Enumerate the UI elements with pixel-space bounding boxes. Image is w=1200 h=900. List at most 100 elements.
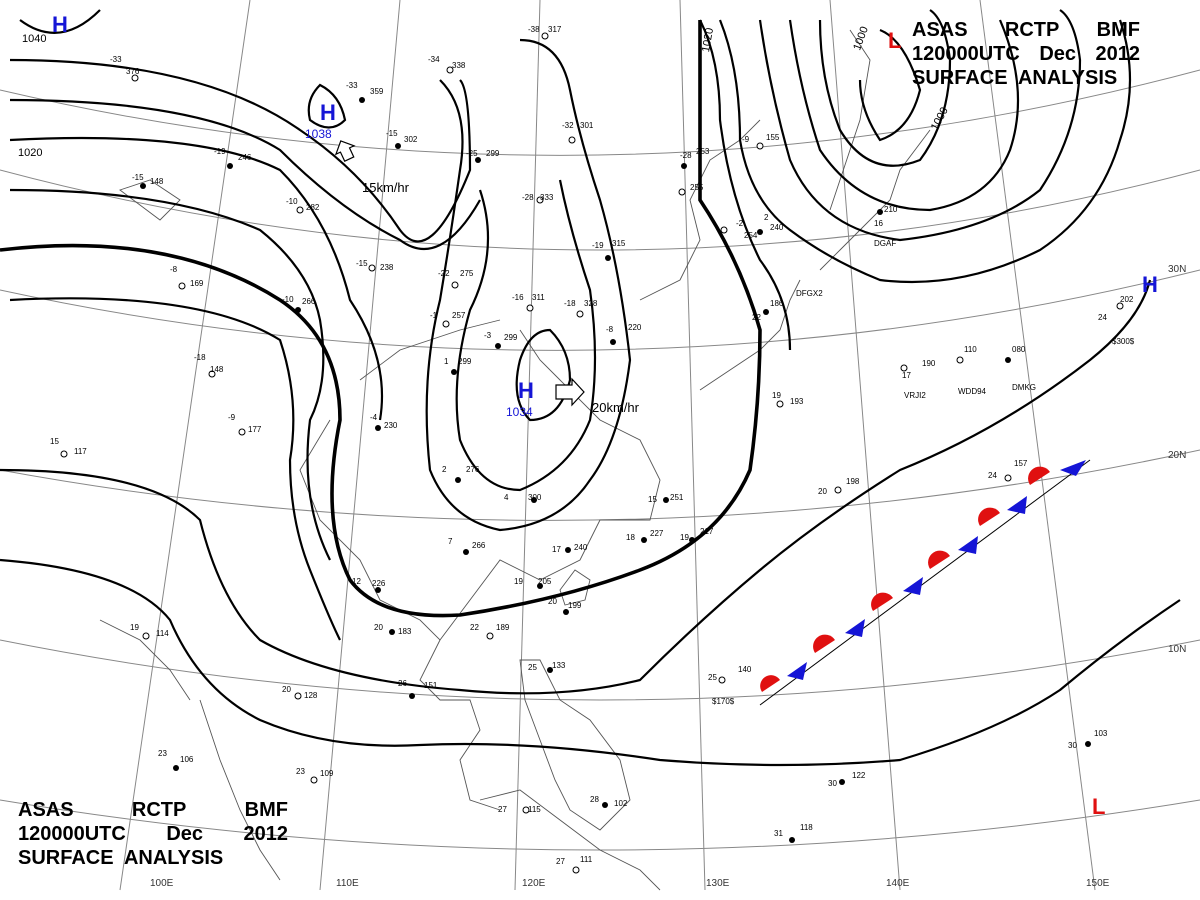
longitude-label: 120E [522, 878, 546, 889]
station-temp: 28 [590, 795, 599, 804]
station: -3 299 [484, 331, 518, 349]
station-pressure: 376 [126, 67, 140, 76]
station: 25 133 [528, 661, 566, 673]
station: -25 299 [466, 149, 500, 163]
station: -4 230 [370, 413, 398, 431]
station-temp: 27 [556, 857, 565, 866]
station: 1 299 [444, 357, 472, 375]
header-month: Dec [1039, 43, 1077, 65]
station-temp: -2 [736, 219, 744, 228]
station-temp: 16 [874, 219, 883, 228]
station-temp: -1 [430, 311, 438, 320]
header-time: 120000UTC [912, 43, 1020, 65]
station-pressure: 111 [580, 855, 593, 864]
station: -28 333 [522, 193, 554, 204]
station-pressure: 238 [380, 263, 394, 272]
station-pressure: 148 [150, 177, 164, 186]
station-pressure: 169 [190, 279, 204, 288]
station-temp: -22 [438, 269, 450, 278]
station-id: DFGX2 [796, 289, 823, 298]
pressure-centers: H 1038 15km/hr H 1034 20km/hr H H L L [52, 12, 1158, 819]
station: 12 226 [352, 577, 386, 593]
station-pressure: 110 [964, 345, 977, 354]
high-pressure-marker: H [1142, 272, 1158, 297]
station-temp: -15 [132, 173, 144, 182]
station-pressure: 122 [852, 771, 866, 780]
station: 17 240 [552, 543, 588, 554]
station-pressure: 276 [466, 465, 480, 474]
station: -1 257 [430, 311, 466, 328]
station-temp: -9 [742, 135, 750, 144]
station: -34 338 [428, 55, 466, 74]
station-temp: -34 [428, 55, 440, 64]
station-pressure: 257 [452, 311, 466, 320]
header-area: ASAS [18, 799, 74, 821]
station-pressure: 151 [424, 681, 438, 690]
station: 30 103 [1068, 729, 1108, 750]
station-pressure: 254 [744, 231, 758, 240]
longitude-label: 100E [150, 878, 174, 889]
station-temp: -16 [512, 293, 524, 302]
station-temp: 27 [498, 805, 507, 814]
station-pressure: 177 [248, 425, 262, 434]
station: 20 183 [374, 623, 412, 636]
station-pressure: 155 [766, 133, 780, 142]
station-id: $300$ [1112, 337, 1135, 346]
station-pressure: 210 [884, 205, 898, 214]
station-temp: 19 [772, 391, 781, 400]
stationary-front [759, 459, 1091, 706]
station-temp: -10 [282, 295, 294, 304]
station-id: VRJI2 [904, 391, 926, 400]
station-temp: -19 [592, 241, 604, 250]
station: 22 189 [470, 623, 510, 640]
station-pressure: 080 [1012, 345, 1026, 354]
station-temp: -18 [564, 299, 576, 308]
station-temp: -18 [194, 353, 206, 362]
station-pressure: 202 [1120, 295, 1134, 304]
station-pressure: 302 [404, 135, 418, 144]
station-temp: 24 [1098, 313, 1107, 322]
low-pressure-marker: L [888, 28, 901, 53]
station: -9 177 [228, 413, 262, 436]
latitude-label: 30N [1168, 264, 1186, 275]
station: 20 198 [818, 477, 860, 496]
station-pressure: 359 [370, 87, 384, 96]
station-temp: 15 [50, 437, 59, 446]
motion-speed: 15km/hr [362, 180, 410, 195]
motion-arrow [555, 377, 585, 407]
station-pressure: 240 [574, 543, 588, 552]
station: -33 359 [346, 81, 384, 103]
station-id: WDD94 [958, 387, 987, 396]
station: -22 275 [438, 269, 474, 289]
station-pressure: 133 [552, 661, 566, 670]
station: -15 148 [132, 173, 164, 189]
station-pressure: 128 [304, 691, 318, 700]
station-temp: 7 [448, 537, 453, 546]
station: 2 276 [442, 465, 480, 483]
station: 19 114 [130, 623, 169, 640]
station-temp: 23 [296, 767, 305, 776]
station: 30 122 [828, 771, 866, 788]
station: 18 227 [626, 529, 664, 543]
station-temp: 22 [470, 623, 479, 632]
header-title: SURFACE ANALYSIS [18, 847, 224, 869]
station-pressure: 266 [302, 297, 316, 306]
station: 15 251 [648, 493, 684, 504]
station-temp: 17 [552, 545, 561, 554]
station-temp: 24 [988, 471, 997, 480]
station-temp: -8 [606, 325, 614, 334]
station-pressure: 328 [584, 299, 598, 308]
station: 20 199 [548, 597, 582, 615]
station: -10 266 [282, 295, 316, 313]
station-pressure: 114 [156, 629, 169, 638]
header-area: ASAS [912, 19, 968, 41]
low-pressure-marker: L [1092, 794, 1105, 819]
station: -16 311 [512, 293, 545, 312]
station: 17 190 [900, 359, 936, 380]
station-temp: 2 [442, 465, 447, 474]
station-temp: -38 [528, 25, 540, 34]
station-pressure: 251 [670, 493, 684, 502]
